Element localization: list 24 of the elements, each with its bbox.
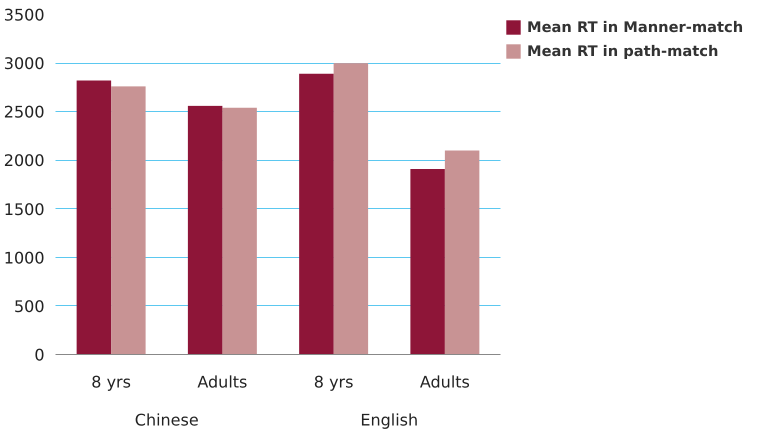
y-tick-label: 3500 [4,6,44,24]
y-tick-label: 500 [14,296,45,316]
y-tick-label: 1500 [4,200,44,219]
x-tick-label: Adults [197,372,248,392]
bar [188,106,222,354]
text: Chinese [134,410,199,430]
bar [222,108,257,354]
bar [76,80,112,354]
y-tick-label: 0 [34,346,45,364]
text: English [360,410,418,430]
legend-label: Mean RT in Manner-match [527,18,744,36]
x-tick-label: 8 yrs [314,372,354,392]
y-tick-label: 2000 [4,151,44,170]
y-tick-label: 1000 [4,248,44,268]
bar [334,63,368,354]
y-tick-label: 2500 [4,102,44,122]
x-tick-label: 8 yrs [91,372,131,392]
legend-label: Mean RT in path-match [527,42,718,60]
y-tick-label: 3000 [4,54,44,74]
bar [299,74,334,354]
bar [111,86,146,354]
bar [410,168,445,354]
x-tick-label: Adults [420,372,470,392]
bar [444,150,480,354]
